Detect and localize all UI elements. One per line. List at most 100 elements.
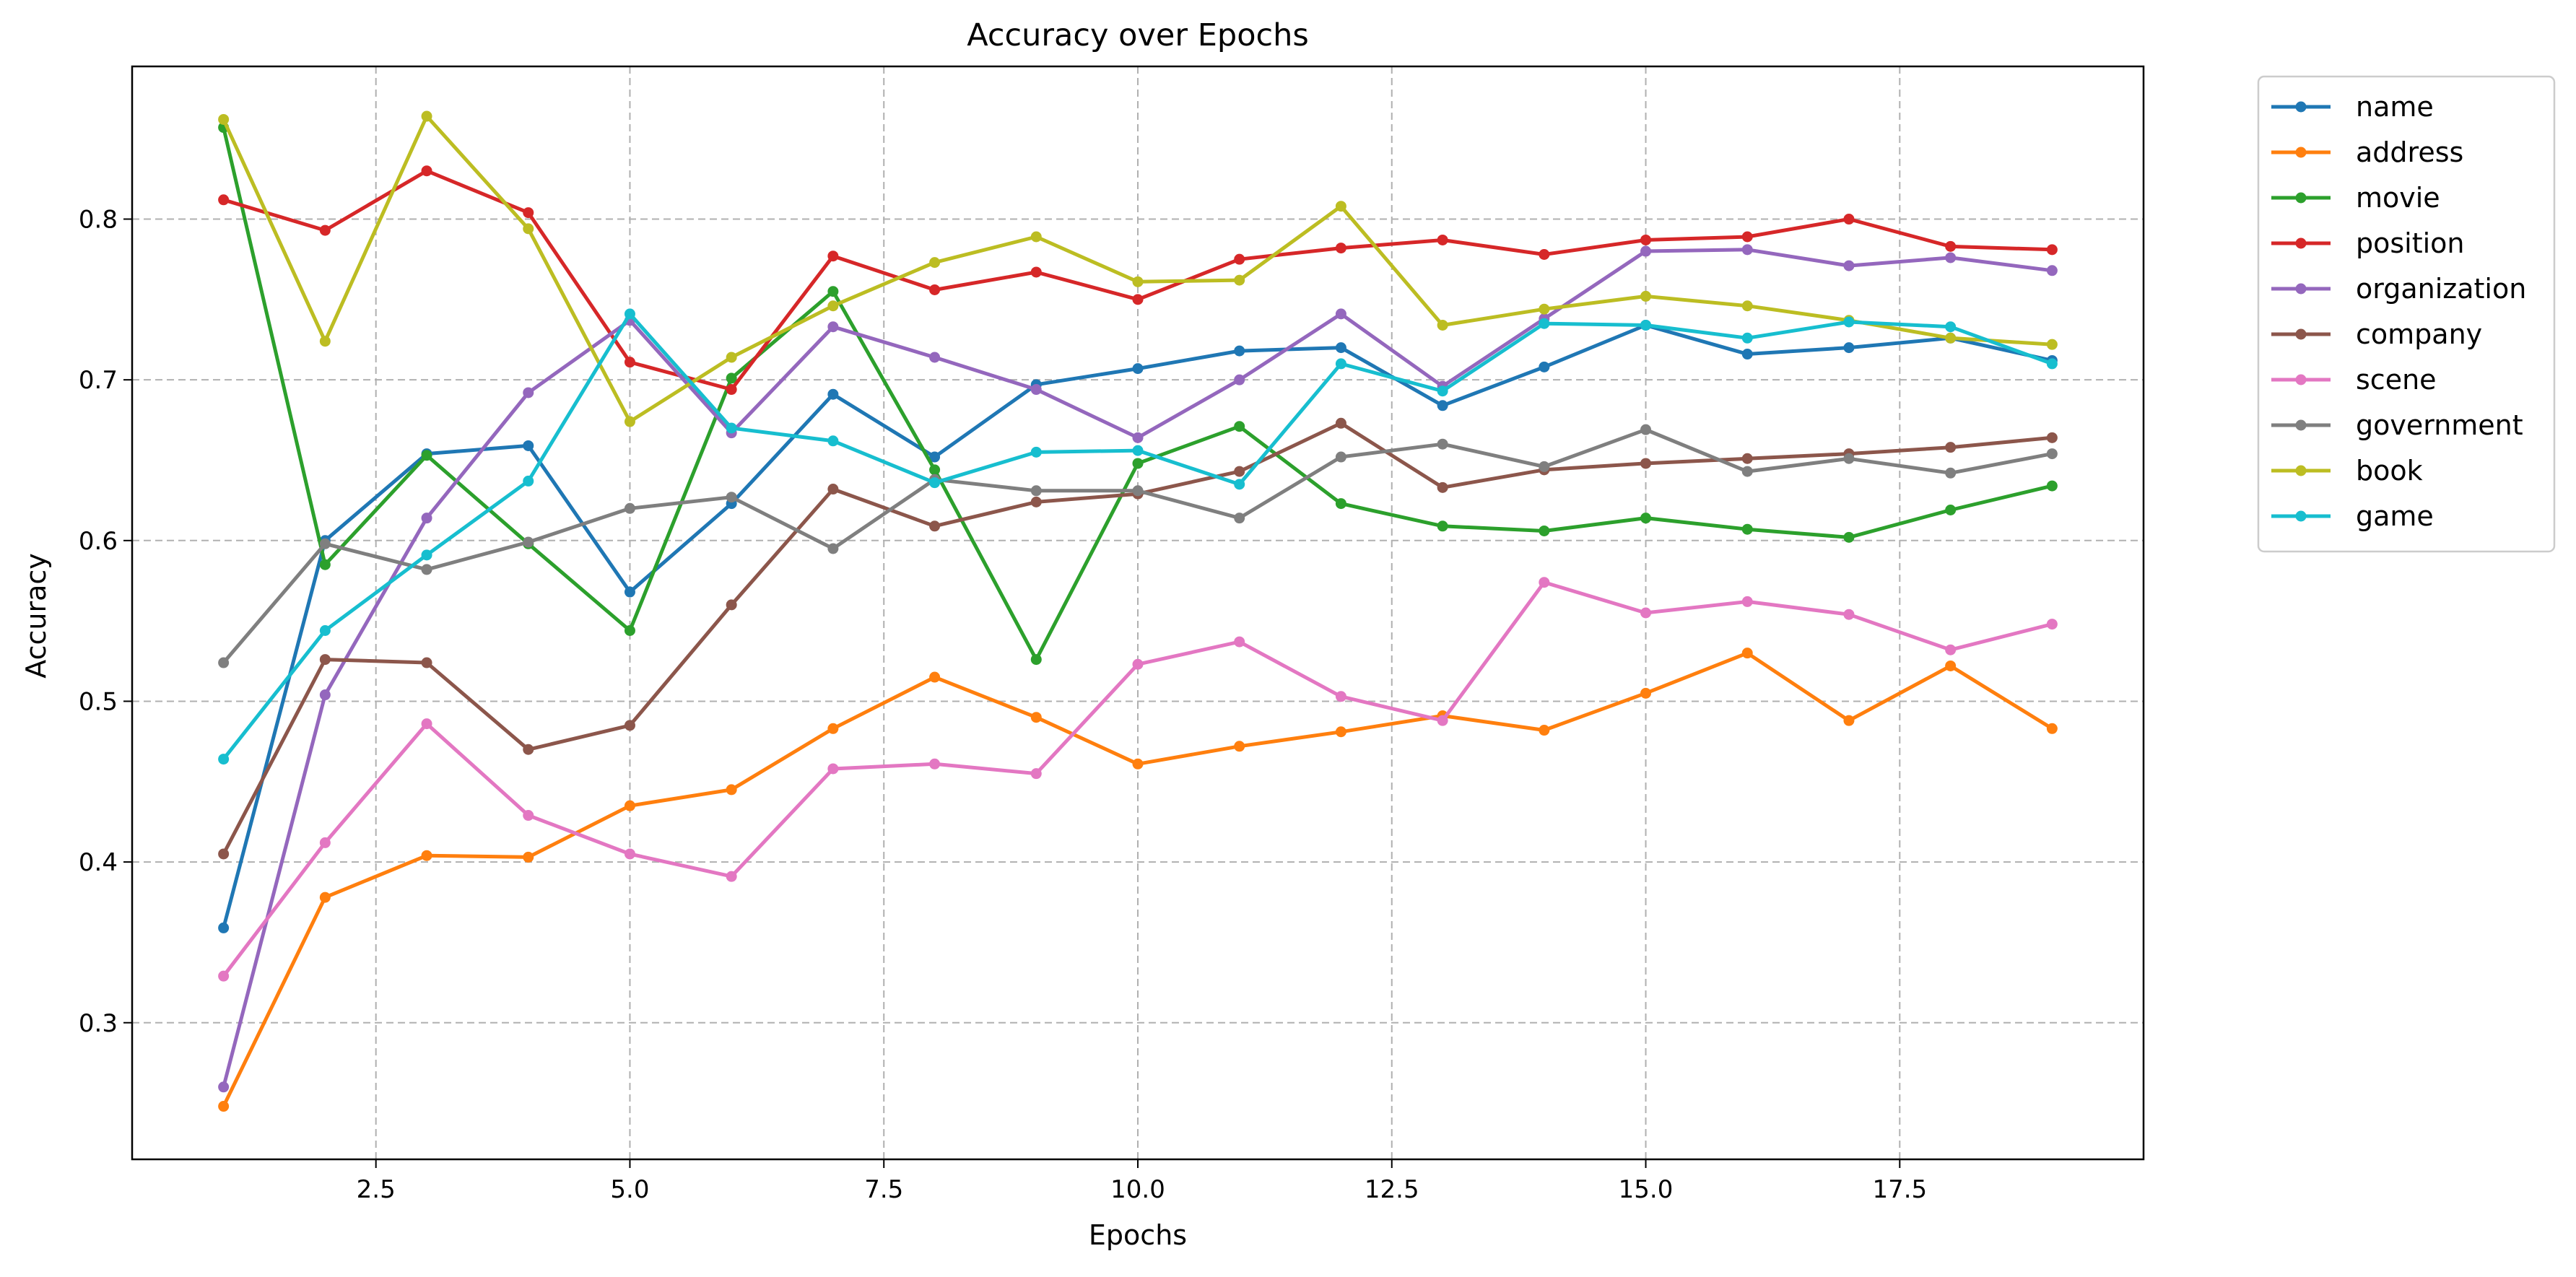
legend-item-position: position [2271, 227, 2465, 259]
data-point [1335, 358, 1346, 370]
data-point [1945, 505, 1957, 516]
data-point [421, 549, 432, 561]
y-tick-label: 0.3 [79, 1009, 118, 1038]
data-point [1640, 234, 1652, 245]
data-point [1945, 240, 1957, 252]
data-point [726, 871, 737, 882]
data-point [319, 538, 331, 549]
data-point [523, 536, 534, 548]
data-point [1539, 577, 1550, 588]
data-point [1539, 461, 1550, 472]
series-scene [218, 577, 2058, 982]
data-point [1945, 660, 1957, 671]
data-point [2046, 358, 2058, 370]
data-point [1843, 531, 1855, 543]
data-point [624, 586, 635, 598]
grid [132, 66, 2144, 1159]
y-tick-label: 0.8 [79, 206, 118, 235]
data-point [1234, 345, 1245, 357]
data-point [1539, 725, 1550, 736]
data-point [319, 837, 331, 848]
data-point [1843, 342, 1855, 354]
data-point [827, 300, 839, 312]
data-point [624, 416, 635, 427]
data-point [827, 286, 839, 297]
data-point [1437, 715, 1448, 726]
x-tick-label: 2.5 [357, 1175, 396, 1204]
data-point [1741, 244, 1753, 256]
y-axis-label: Accuracy [20, 553, 52, 679]
data-point [1234, 253, 1245, 265]
data-point [1335, 308, 1346, 320]
data-point [2046, 448, 2058, 460]
data-point [2046, 265, 2058, 276]
data-point [421, 564, 432, 575]
data-point [1030, 654, 1042, 666]
data-point [1030, 712, 1042, 723]
data-point [726, 599, 737, 611]
data-point [1335, 726, 1346, 738]
data-point [624, 800, 635, 811]
legend-label: position [2356, 227, 2465, 259]
chart-title: Accuracy over Epochs [967, 17, 1309, 53]
legend-marker [2295, 283, 2307, 295]
data-point [1234, 741, 1245, 752]
data-point [2046, 244, 2058, 256]
y-tick-label: 0.7 [79, 366, 118, 395]
data-point [1741, 349, 1753, 360]
data-point [827, 543, 839, 554]
data-point [827, 763, 839, 775]
data-point [1741, 523, 1753, 535]
series-government [218, 424, 2058, 668]
data-point [827, 388, 839, 400]
data-point [827, 435, 839, 447]
data-point [1539, 361, 1550, 372]
data-point [827, 484, 839, 495]
data-point [1539, 303, 1550, 315]
legend-label: address [2356, 136, 2463, 168]
data-point [421, 110, 432, 122]
legend-label: book [2356, 455, 2423, 487]
legend-marker [2295, 465, 2307, 476]
data-point [1132, 294, 1144, 305]
data-point [421, 718, 432, 730]
data-point [1335, 243, 1346, 254]
data-point [1335, 417, 1346, 429]
data-point [523, 475, 534, 487]
data-point [1132, 458, 1144, 469]
data-point [1437, 481, 1448, 493]
data-point [929, 352, 941, 363]
series-line-scene [222, 580, 2054, 978]
data-point [1132, 758, 1144, 770]
data-point [726, 372, 737, 384]
data-point [1945, 442, 1957, 453]
data-point [1030, 446, 1042, 458]
data-point [1843, 715, 1855, 726]
x-axis-ticks: 2.5 5.0 7.5 10.0 12.5 15.0 17.5 [357, 1159, 1927, 1204]
data-point [2046, 480, 2058, 492]
data-point [1335, 342, 1346, 354]
data-point [1234, 274, 1245, 286]
data-point [726, 784, 737, 796]
legend-marker [2295, 374, 2307, 385]
data-point [726, 492, 737, 503]
data-point [2046, 432, 2058, 443]
data-point [1741, 231, 1753, 243]
data-point [1234, 513, 1245, 524]
data-point [2046, 339, 2058, 350]
data-point [523, 744, 534, 755]
data-point [218, 1101, 230, 1112]
data-point [218, 922, 230, 933]
x-tick-label: 7.5 [864, 1175, 903, 1204]
data-point [523, 207, 534, 219]
data-point [1741, 300, 1753, 312]
x-axis-label: Epochs [1089, 1219, 1187, 1251]
data-point [1132, 658, 1144, 670]
data-point [319, 624, 331, 636]
data-point [218, 194, 230, 206]
data-point [1132, 432, 1144, 443]
legend-label: company [2356, 318, 2482, 350]
data-point [1132, 363, 1144, 375]
data-point [929, 758, 941, 770]
